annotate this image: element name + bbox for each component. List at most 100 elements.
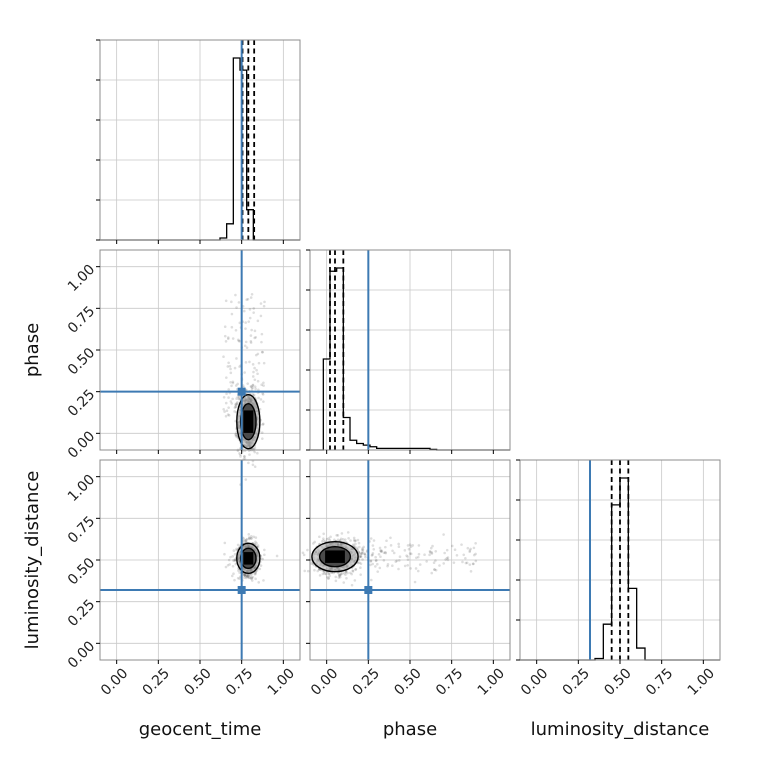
scatter-outlier xyxy=(248,316,252,320)
y-tick-label: 0.25 xyxy=(65,387,98,420)
scatter-outlier xyxy=(361,548,364,552)
scatter-point xyxy=(247,533,251,536)
scatter-outlier xyxy=(409,567,412,570)
scatter-outlier xyxy=(372,548,376,551)
scatter-point xyxy=(250,579,254,582)
scatter-outlier xyxy=(224,414,228,418)
scatter-outlier xyxy=(358,551,361,555)
scatter-outlier xyxy=(251,375,255,378)
y-tick-label: 0.50 xyxy=(65,555,98,588)
scatter-point xyxy=(358,545,361,549)
scatter-point xyxy=(316,569,320,573)
scatter-point xyxy=(249,577,253,581)
scatter-outlier xyxy=(256,372,259,376)
scatter-outlier xyxy=(465,561,469,565)
scatter-outlier xyxy=(455,554,459,557)
scatter-outlier xyxy=(224,565,228,569)
scatter-outlier xyxy=(233,406,237,409)
scatter-outlier xyxy=(408,552,412,555)
scatter-outlier xyxy=(370,554,374,557)
scatter-point xyxy=(328,574,331,578)
scatter-outlier xyxy=(235,357,238,360)
scatter-point xyxy=(313,568,316,572)
scatter-outlier xyxy=(226,365,230,368)
scatter-outlier xyxy=(356,538,360,542)
scatter-outlier xyxy=(250,328,253,332)
scatter-outlier xyxy=(261,393,265,396)
scatter-point xyxy=(245,537,249,541)
scatter-outlier xyxy=(227,388,231,391)
scatter-outlier xyxy=(222,395,226,399)
scatter-outlier xyxy=(403,549,407,552)
scatter-point xyxy=(258,567,262,571)
scatter-outlier xyxy=(236,382,239,386)
x-tick-label: 0.50 xyxy=(181,665,214,698)
scatter-point xyxy=(242,574,246,577)
scatter-outlier xyxy=(229,555,232,559)
scatter-outlier xyxy=(397,567,400,571)
scatter-point xyxy=(250,576,253,579)
scatter-point xyxy=(257,581,261,584)
scatter-outlier xyxy=(353,579,357,582)
scatter-point xyxy=(250,387,254,391)
scatter-outlier xyxy=(238,321,242,325)
scatter-outlier xyxy=(460,543,463,546)
scatter-outlier xyxy=(350,572,353,576)
scatter-outlier xyxy=(474,552,477,556)
scatter-point xyxy=(251,383,255,387)
scatter-outlier xyxy=(260,332,264,336)
scatter-outlier xyxy=(253,336,256,340)
scatter-outlier xyxy=(233,553,237,556)
density-core xyxy=(325,550,345,563)
scatter-point xyxy=(242,576,246,580)
scatter-outlier xyxy=(253,329,257,333)
scatter-outlier xyxy=(243,344,247,348)
scatter-point xyxy=(231,555,235,558)
scatter-outlier xyxy=(230,300,233,304)
scatter-point xyxy=(328,572,331,576)
contour-inner xyxy=(239,547,257,570)
scatter-point xyxy=(338,538,342,542)
scatter-point xyxy=(339,537,343,541)
scatter-outlier xyxy=(262,579,265,582)
scatter-outlier xyxy=(474,541,477,545)
scatter-point xyxy=(254,570,258,574)
scatter-outlier xyxy=(235,402,238,405)
y-tick-label: 0.00 xyxy=(65,428,98,461)
scatter-point xyxy=(355,546,359,550)
scatter-point xyxy=(358,561,361,565)
scatter-point xyxy=(346,571,349,575)
scatter-outlier xyxy=(263,300,266,304)
scatter-point xyxy=(239,453,242,456)
scatter-point xyxy=(361,550,365,554)
scatter-point xyxy=(261,423,265,426)
hist-panel-luminosity_distance xyxy=(516,459,721,664)
y-tick-label: 1.00 xyxy=(65,472,98,505)
scatter-outlier xyxy=(249,339,253,343)
scatter-point xyxy=(345,576,348,580)
scatter-outlier xyxy=(384,545,387,549)
scatter-outlier xyxy=(227,336,230,339)
scatter-point xyxy=(341,538,345,541)
scatter-outlier xyxy=(472,562,475,566)
x-tick-label: 0.75 xyxy=(223,665,256,698)
scatter-outlier xyxy=(243,371,246,374)
scatter-point xyxy=(245,574,249,577)
scatter-outlier xyxy=(382,551,386,555)
scatter-point xyxy=(342,581,346,584)
scatter-point xyxy=(233,559,236,563)
scatter-point xyxy=(327,537,330,540)
scatter-outlier xyxy=(262,304,266,308)
scatter-outlier xyxy=(417,544,421,547)
scatter-point xyxy=(353,539,357,543)
scatter-outlier xyxy=(416,569,420,573)
scatter-outlier xyxy=(224,340,228,343)
scatter-outlier xyxy=(418,563,422,566)
scatter-outlier xyxy=(374,555,377,559)
scatter-outlier xyxy=(468,549,472,552)
scatter-outlier xyxy=(446,556,450,559)
scatter-outlier xyxy=(360,551,364,555)
scatter-outlier xyxy=(407,547,411,551)
scatter-outlier xyxy=(231,337,235,340)
scatter-outlier xyxy=(462,553,466,557)
